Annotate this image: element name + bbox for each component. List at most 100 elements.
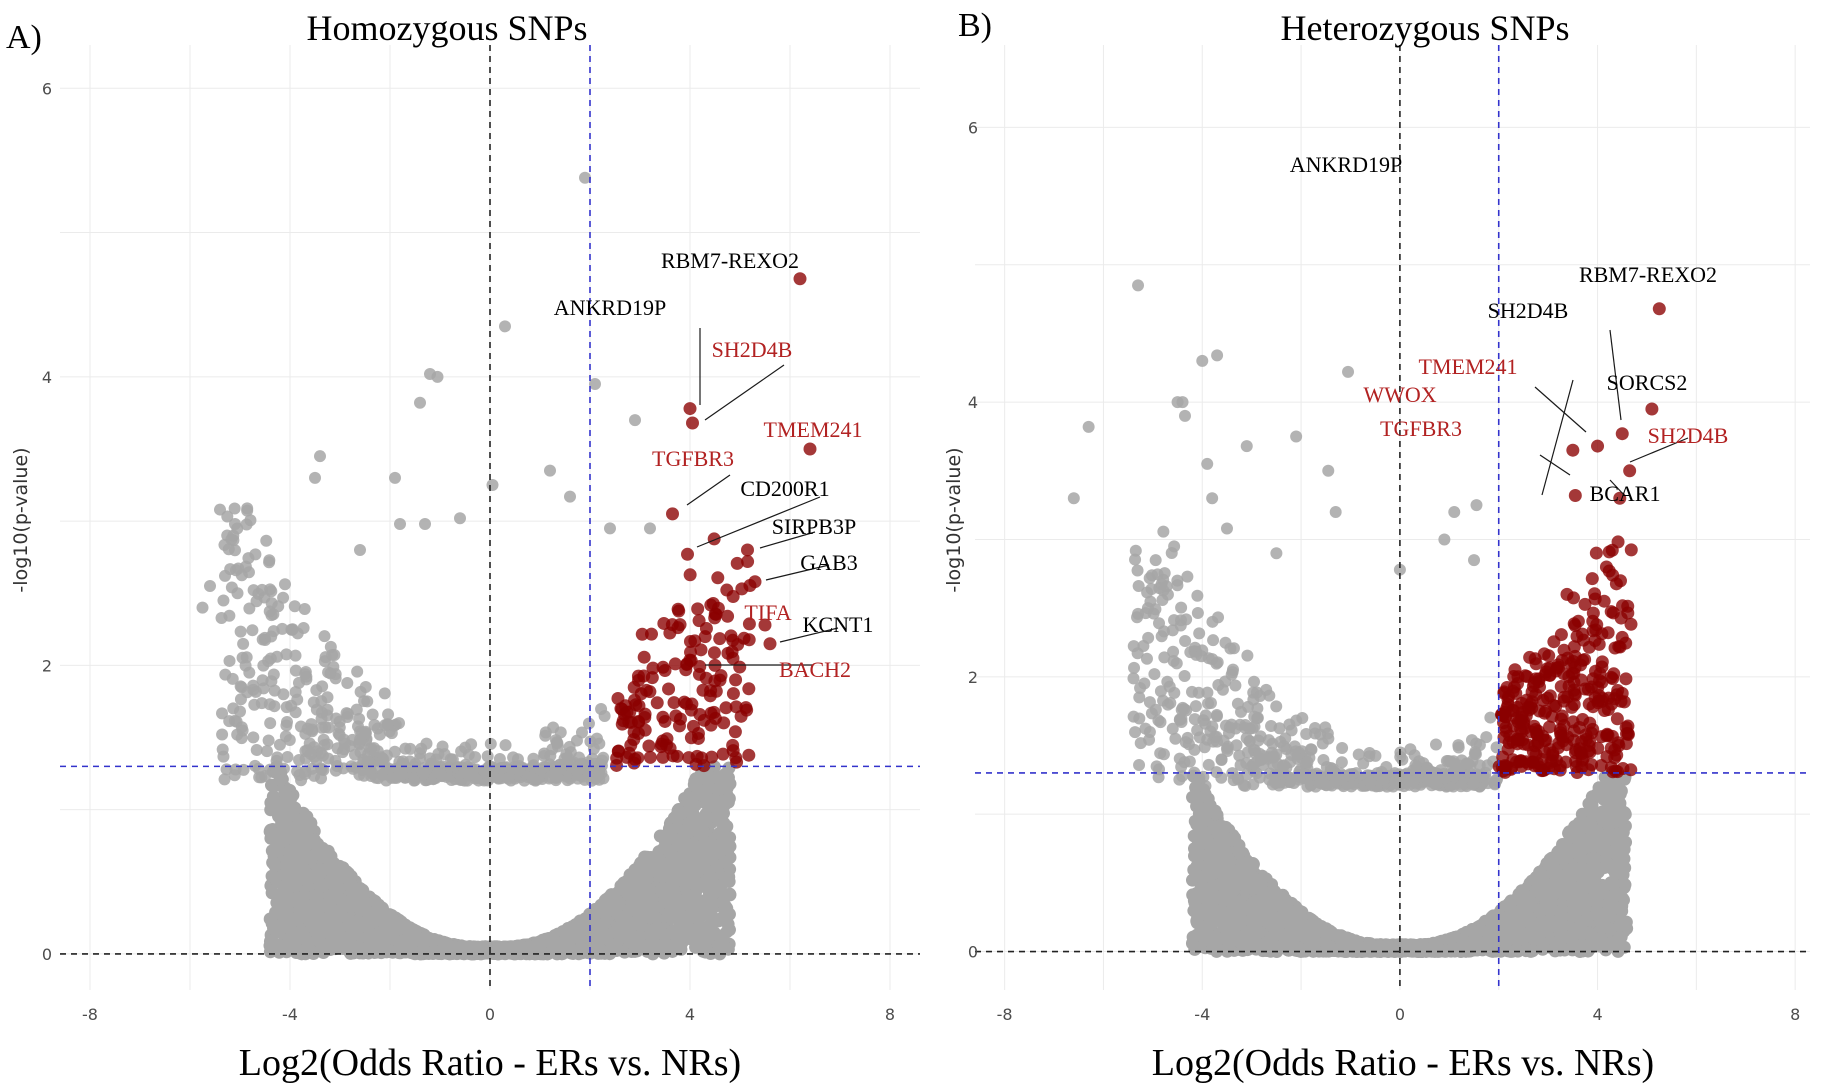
significant-point: [686, 719, 700, 733]
point: [218, 773, 231, 786]
gene-label: BACH2: [779, 657, 851, 682]
significant-point: [667, 696, 681, 710]
gene-label: RBM7-REXO2: [661, 248, 799, 273]
point: [534, 937, 548, 951]
labeled-point: [666, 507, 679, 521]
significant-point: [742, 682, 756, 696]
point: [241, 502, 254, 515]
point: [354, 725, 367, 738]
point: [263, 698, 276, 711]
point: [236, 651, 249, 664]
point: [278, 578, 291, 591]
significant-point: [691, 731, 705, 745]
significant-point: [733, 660, 747, 674]
point: [382, 762, 395, 775]
point: [266, 793, 280, 807]
point: [217, 750, 230, 763]
grid-lines: [975, 45, 1810, 990]
point: [716, 933, 730, 947]
point: [260, 745, 273, 758]
point: [694, 899, 708, 913]
point: [539, 726, 552, 739]
point: [284, 923, 298, 937]
significant-point: [728, 725, 742, 739]
significant-point: [663, 626, 677, 640]
point: [289, 664, 302, 677]
significant-point: [615, 717, 629, 731]
significant-point: [684, 645, 698, 659]
point: [710, 783, 724, 797]
point: [300, 810, 314, 824]
point: [234, 625, 247, 638]
label-leader-line: [759, 531, 816, 549]
y-axis-label: -log10(p-value): [10, 447, 32, 592]
significant-point: [673, 712, 687, 726]
point: [321, 943, 335, 957]
outlier-point: [389, 471, 401, 484]
point: [262, 655, 275, 668]
significant-point: [637, 650, 651, 664]
point: [315, 763, 328, 776]
point: [687, 868, 701, 882]
gene-label: GAB3: [800, 550, 857, 575]
point: [327, 660, 340, 673]
point: [273, 738, 286, 751]
significant-point: [673, 618, 687, 632]
point: [289, 912, 303, 926]
point: [481, 750, 494, 763]
significant-point: [735, 582, 749, 596]
point: [529, 773, 542, 786]
point: [289, 649, 302, 662]
point: [249, 759, 262, 772]
significant-point: [697, 713, 711, 727]
point: [336, 746, 349, 759]
significant-point: [708, 674, 722, 688]
point: [299, 665, 312, 678]
point: [593, 765, 606, 778]
point: [637, 905, 651, 919]
point: [571, 772, 584, 785]
significant-point: [705, 750, 719, 764]
point: [299, 767, 312, 780]
point: [289, 706, 302, 719]
point: [281, 943, 295, 957]
point: [499, 739, 512, 752]
point: [396, 768, 409, 781]
significant-point: [627, 725, 641, 739]
point: [688, 887, 702, 901]
point: [704, 771, 718, 785]
significant-point: [716, 747, 730, 761]
y-tick-label: 0: [42, 945, 52, 964]
point: [240, 518, 253, 531]
labeled-point: [763, 637, 777, 651]
point: [554, 726, 567, 739]
point: [582, 717, 595, 730]
significant-point: [729, 673, 743, 687]
point: [315, 706, 328, 719]
point: [270, 754, 283, 767]
point: [289, 686, 302, 699]
point: [668, 888, 682, 902]
point: [297, 862, 311, 876]
point: [625, 898, 639, 912]
point: [699, 808, 713, 822]
point: [260, 534, 273, 547]
gene-label: ANKRD19P: [554, 295, 666, 320]
significant-point: [742, 748, 756, 762]
point: [293, 753, 306, 766]
point: [672, 929, 686, 943]
point: [681, 825, 695, 839]
label-leader-line: [765, 564, 830, 581]
point: [359, 680, 372, 693]
point: [705, 889, 719, 903]
point: [249, 548, 262, 561]
point: [301, 722, 314, 735]
point: [283, 733, 296, 746]
point: [709, 859, 723, 873]
significant-point: [707, 532, 721, 546]
outlier-point: [579, 171, 591, 184]
point: [523, 942, 537, 956]
point: [718, 899, 732, 913]
point: [268, 859, 282, 873]
